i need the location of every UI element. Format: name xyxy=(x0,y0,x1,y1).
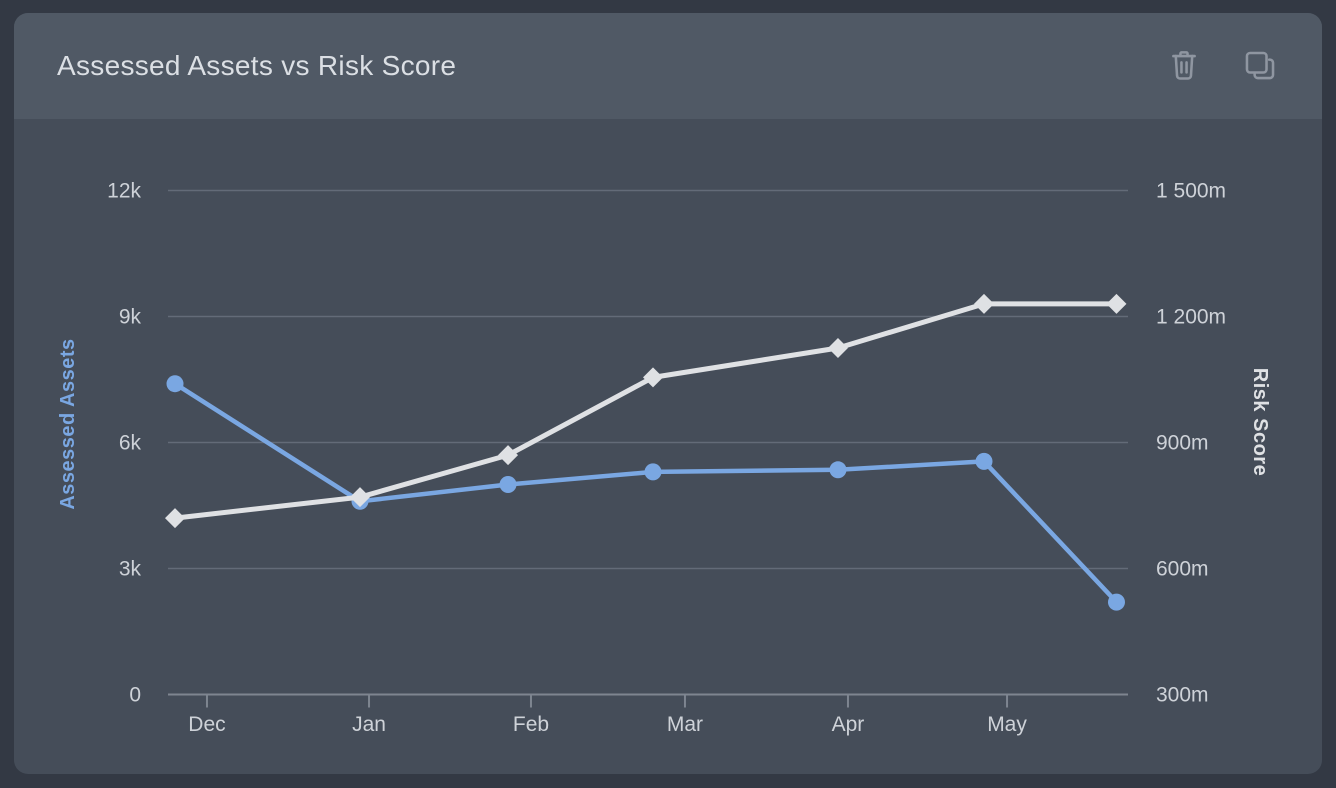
trash-icon xyxy=(1167,49,1201,83)
card-title: Assessed Assets vs Risk Score xyxy=(57,50,457,81)
duplicate-button[interactable] xyxy=(1242,48,1278,84)
delete-button[interactable] xyxy=(1166,48,1202,84)
copy-icon xyxy=(1243,49,1277,83)
card-header: Assessed Assets vs Risk Score xyxy=(14,13,1322,119)
card-actions xyxy=(1166,48,1278,84)
chart-card: Assessed Assets vs Risk Score xyxy=(14,13,1322,774)
